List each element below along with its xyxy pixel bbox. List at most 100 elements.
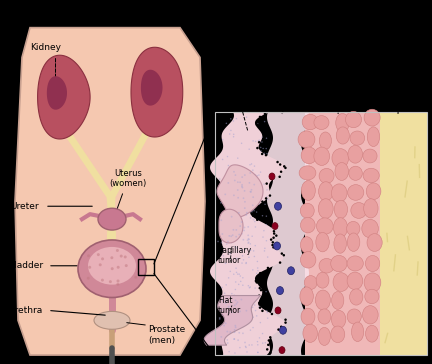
Text: Ureter: Ureter bbox=[10, 202, 38, 211]
Ellipse shape bbox=[88, 247, 136, 285]
Ellipse shape bbox=[236, 170, 238, 171]
Ellipse shape bbox=[335, 163, 349, 181]
Ellipse shape bbox=[275, 307, 281, 314]
Ellipse shape bbox=[245, 214, 247, 216]
Ellipse shape bbox=[244, 196, 246, 197]
Ellipse shape bbox=[256, 201, 257, 202]
Ellipse shape bbox=[272, 223, 278, 230]
Ellipse shape bbox=[257, 175, 258, 177]
Ellipse shape bbox=[101, 257, 104, 260]
Ellipse shape bbox=[248, 238, 249, 240]
Ellipse shape bbox=[253, 210, 255, 211]
Ellipse shape bbox=[245, 347, 247, 348]
Ellipse shape bbox=[273, 242, 280, 250]
Ellipse shape bbox=[252, 306, 253, 308]
Ellipse shape bbox=[260, 194, 262, 195]
Ellipse shape bbox=[251, 163, 252, 165]
Ellipse shape bbox=[228, 306, 229, 308]
Ellipse shape bbox=[256, 184, 257, 185]
Ellipse shape bbox=[237, 157, 238, 159]
Ellipse shape bbox=[241, 184, 243, 186]
Ellipse shape bbox=[236, 272, 237, 273]
Bar bbox=[215, 112, 427, 355]
Ellipse shape bbox=[250, 191, 252, 193]
Ellipse shape bbox=[229, 330, 231, 332]
Ellipse shape bbox=[362, 219, 378, 238]
Ellipse shape bbox=[318, 327, 330, 345]
Ellipse shape bbox=[116, 249, 119, 252]
Ellipse shape bbox=[242, 285, 244, 286]
Ellipse shape bbox=[288, 267, 295, 275]
Ellipse shape bbox=[231, 311, 232, 313]
Ellipse shape bbox=[223, 296, 225, 298]
Ellipse shape bbox=[259, 284, 261, 286]
Ellipse shape bbox=[230, 216, 232, 217]
Ellipse shape bbox=[252, 196, 254, 198]
Ellipse shape bbox=[316, 272, 329, 288]
Polygon shape bbox=[267, 112, 309, 355]
Ellipse shape bbox=[266, 270, 268, 272]
Ellipse shape bbox=[300, 252, 316, 268]
Ellipse shape bbox=[265, 342, 266, 344]
Ellipse shape bbox=[238, 212, 240, 214]
Ellipse shape bbox=[256, 218, 258, 221]
Ellipse shape bbox=[259, 272, 261, 274]
Ellipse shape bbox=[244, 341, 246, 343]
Ellipse shape bbox=[233, 273, 235, 275]
Ellipse shape bbox=[117, 266, 120, 269]
Ellipse shape bbox=[244, 190, 245, 192]
Ellipse shape bbox=[262, 195, 263, 197]
Polygon shape bbox=[210, 112, 234, 355]
Ellipse shape bbox=[236, 321, 238, 323]
Ellipse shape bbox=[364, 273, 381, 292]
Ellipse shape bbox=[233, 298, 235, 300]
Ellipse shape bbox=[334, 234, 346, 253]
Ellipse shape bbox=[262, 215, 263, 217]
Ellipse shape bbox=[222, 233, 223, 235]
Ellipse shape bbox=[233, 338, 235, 340]
Ellipse shape bbox=[257, 352, 259, 353]
Ellipse shape bbox=[280, 325, 283, 328]
Ellipse shape bbox=[101, 278, 104, 282]
Ellipse shape bbox=[364, 109, 380, 126]
Ellipse shape bbox=[249, 287, 250, 289]
Ellipse shape bbox=[237, 181, 239, 183]
Polygon shape bbox=[217, 165, 263, 218]
Ellipse shape bbox=[331, 184, 347, 202]
Ellipse shape bbox=[229, 317, 231, 318]
Ellipse shape bbox=[258, 139, 260, 141]
Ellipse shape bbox=[256, 273, 257, 274]
Ellipse shape bbox=[252, 169, 254, 171]
Ellipse shape bbox=[235, 236, 237, 238]
Ellipse shape bbox=[277, 328, 280, 331]
Text: Flat
tumor: Flat tumor bbox=[218, 296, 241, 315]
Ellipse shape bbox=[316, 233, 329, 252]
Text: Kidney: Kidney bbox=[30, 43, 61, 82]
Ellipse shape bbox=[242, 255, 243, 257]
Ellipse shape bbox=[227, 156, 228, 157]
Ellipse shape bbox=[266, 348, 268, 351]
Ellipse shape bbox=[250, 217, 251, 219]
Ellipse shape bbox=[346, 111, 362, 128]
Ellipse shape bbox=[260, 150, 262, 152]
Ellipse shape bbox=[265, 154, 267, 157]
Ellipse shape bbox=[247, 226, 249, 228]
Polygon shape bbox=[141, 70, 162, 106]
Ellipse shape bbox=[266, 310, 267, 311]
Ellipse shape bbox=[284, 321, 287, 324]
Ellipse shape bbox=[331, 310, 346, 328]
Ellipse shape bbox=[220, 219, 222, 221]
Ellipse shape bbox=[221, 310, 222, 312]
Ellipse shape bbox=[266, 240, 267, 241]
Ellipse shape bbox=[251, 344, 253, 346]
Ellipse shape bbox=[236, 196, 238, 198]
Ellipse shape bbox=[241, 143, 242, 144]
Ellipse shape bbox=[364, 199, 378, 218]
Ellipse shape bbox=[225, 323, 226, 324]
Ellipse shape bbox=[347, 256, 363, 271]
Ellipse shape bbox=[245, 346, 246, 347]
Ellipse shape bbox=[352, 322, 364, 341]
Ellipse shape bbox=[300, 287, 313, 306]
Ellipse shape bbox=[245, 310, 247, 312]
Ellipse shape bbox=[124, 256, 127, 258]
